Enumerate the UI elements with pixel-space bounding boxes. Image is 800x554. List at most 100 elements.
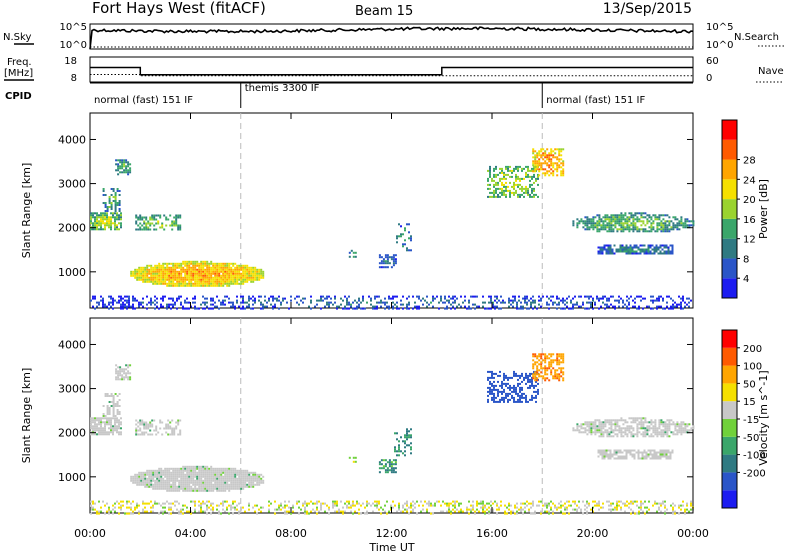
echo-cell xyxy=(178,475,181,478)
echo-cell xyxy=(642,230,645,233)
echo-cell xyxy=(177,423,180,426)
echo-cell xyxy=(250,471,253,474)
echo-cell xyxy=(410,428,412,431)
echo-cell xyxy=(156,477,159,480)
echo-cell xyxy=(168,487,171,490)
echo-cell xyxy=(607,453,610,456)
echo-cell xyxy=(286,504,288,507)
echo-cell xyxy=(208,266,211,269)
echo-cell xyxy=(605,455,608,458)
echo-cell xyxy=(256,483,259,486)
echo-cell xyxy=(635,451,638,454)
echo-cell xyxy=(646,421,649,424)
echo-cell xyxy=(406,500,408,503)
echo-cell xyxy=(175,421,178,424)
echo-cell xyxy=(244,479,247,482)
echo-cell xyxy=(487,386,489,389)
echo-cell xyxy=(647,455,650,458)
echo-cell xyxy=(497,394,499,397)
echo-cell xyxy=(404,229,406,232)
echo-cell xyxy=(260,274,263,277)
echo-cell xyxy=(244,483,247,486)
echo-cell xyxy=(501,390,503,393)
echo-cell xyxy=(216,508,218,511)
echo-cell xyxy=(224,481,227,484)
echo-cell xyxy=(672,216,675,219)
echo-cell xyxy=(648,421,651,424)
echo-cell xyxy=(100,423,102,426)
echo-cell xyxy=(507,392,509,395)
echo-cell xyxy=(606,218,609,221)
echo-cell xyxy=(412,510,414,513)
echo-cell xyxy=(546,148,549,151)
echo-cell xyxy=(127,171,130,174)
echo-cell xyxy=(650,216,653,219)
echo-cell xyxy=(112,307,114,310)
echo-cell xyxy=(610,226,613,229)
echo-cell xyxy=(174,500,176,503)
echo-cell xyxy=(598,220,601,223)
echo-cell xyxy=(104,224,106,227)
echo-cell xyxy=(642,212,645,215)
echo-cell xyxy=(550,353,553,356)
echo-cell xyxy=(96,417,98,420)
echo-cell xyxy=(100,224,102,227)
echo-cell xyxy=(90,506,92,509)
echo-cell xyxy=(136,268,139,271)
echo-cell xyxy=(606,429,609,432)
echo-cell xyxy=(544,379,547,382)
echo-cell xyxy=(612,419,615,422)
echo-cell xyxy=(204,483,207,486)
echo-cell xyxy=(656,435,659,438)
echo-cell xyxy=(604,419,607,422)
echo-cell xyxy=(160,467,163,470)
echo-cell xyxy=(226,262,229,265)
echo-cell xyxy=(254,473,257,476)
echo-cell xyxy=(174,266,177,269)
echo-cell xyxy=(230,274,233,277)
echo-cell xyxy=(135,228,138,231)
echo-cell xyxy=(570,301,572,304)
echo-cell xyxy=(560,361,563,364)
echo-cell xyxy=(410,448,412,451)
echo-cell xyxy=(158,272,161,275)
echo-cell xyxy=(588,295,590,298)
echo-cell xyxy=(406,428,408,431)
echo-cell xyxy=(224,295,226,298)
echo-cell xyxy=(148,270,151,273)
echo-cell xyxy=(338,508,340,511)
echo-cell xyxy=(172,280,175,283)
echo-cell xyxy=(554,148,557,151)
echo-cell xyxy=(164,479,167,482)
echo-cell xyxy=(150,303,152,306)
echo-cell xyxy=(96,228,98,231)
echo-cell xyxy=(96,305,98,308)
echo-cell xyxy=(622,419,625,422)
echo-cell xyxy=(175,220,178,223)
echo-cell xyxy=(220,485,223,488)
echo-cell xyxy=(390,461,393,464)
echo-cell xyxy=(184,274,187,277)
echo-cell xyxy=(102,413,105,415)
echo-cell xyxy=(208,274,211,277)
echo-cell xyxy=(240,268,243,271)
echo-cell xyxy=(110,401,113,403)
echo-cell xyxy=(659,457,662,460)
echo-cell xyxy=(336,307,338,310)
echo-cell xyxy=(538,154,541,157)
echo-cell xyxy=(643,449,646,452)
echo-cell xyxy=(196,475,199,478)
echo-cell xyxy=(690,220,693,223)
echo-cell xyxy=(515,390,517,393)
echo-cell xyxy=(450,512,452,515)
echo-cell xyxy=(684,425,687,428)
echo-cell xyxy=(100,419,102,422)
echo-cell xyxy=(526,297,528,300)
echo-cell xyxy=(116,431,118,434)
echo-cell xyxy=(200,280,203,283)
echo-cell xyxy=(190,481,193,484)
echo-cell xyxy=(637,451,640,454)
echo-cell xyxy=(246,270,249,273)
echo-cell xyxy=(290,512,292,515)
echo-cell xyxy=(238,264,241,267)
